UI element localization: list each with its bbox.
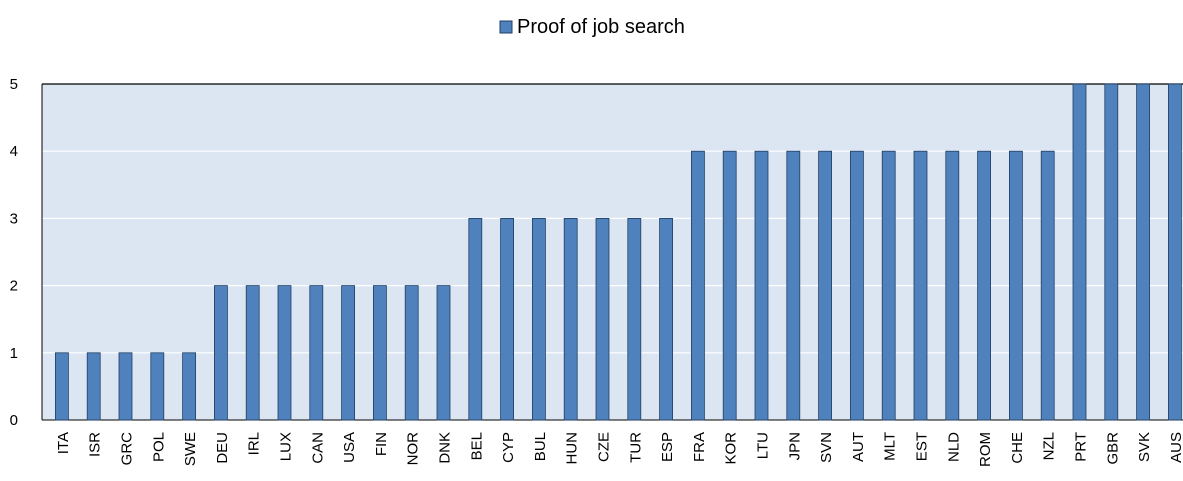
bar [1104, 83, 1119, 421]
bar [245, 285, 260, 421]
x-tick-label: KOR [723, 432, 740, 465]
bar [945, 150, 960, 421]
bar [1168, 83, 1182, 421]
bar [277, 285, 292, 421]
bar [86, 352, 101, 421]
y-tick-label: 3 [10, 210, 18, 227]
bar [213, 285, 228, 421]
bar [563, 217, 578, 421]
plot-area [42, 84, 1183, 420]
x-tick-label: CHE [1009, 432, 1026, 464]
x-tick-label: SVN [818, 432, 835, 463]
legend-label: Proof of job search [517, 16, 685, 38]
bar [691, 150, 705, 421]
bar [1072, 83, 1087, 421]
x-tick-label: GRC [119, 432, 136, 466]
x-tick-label: CAN [309, 432, 326, 464]
bar [309, 285, 324, 421]
bar [1009, 150, 1023, 421]
bar [55, 352, 69, 421]
x-tick-label: CYP [500, 432, 517, 463]
x-tick-label: SVK [1136, 432, 1153, 462]
bar [532, 217, 546, 421]
bar [500, 217, 515, 421]
x-tick-label: DNK [437, 432, 454, 464]
x-tick-label: NOR [405, 432, 422, 466]
y-tick-label: 2 [10, 278, 18, 295]
y-tick-label: 5 [10, 76, 18, 93]
bar [627, 217, 642, 421]
x-tick-label: TUR [627, 432, 644, 463]
x-tick-label: USA [341, 432, 358, 463]
x-tick-label: PRT [1073, 432, 1090, 462]
x-tick-label: HUN [564, 432, 581, 465]
x-tick-label: AUT [850, 432, 867, 462]
bar [182, 352, 197, 421]
bar [754, 150, 769, 421]
x-tick-label: NZL [1041, 432, 1058, 460]
bar [468, 217, 483, 421]
x-tick-label: IRL [246, 432, 263, 455]
x-tick-label: DEU [214, 432, 231, 464]
bar [818, 150, 832, 421]
x-tick-label: LTU [755, 432, 772, 459]
x-tick-label: ESP [659, 432, 676, 462]
x-tick-label: BUL [532, 432, 549, 461]
bar [372, 285, 387, 421]
bar [1136, 83, 1150, 421]
bar [913, 150, 928, 421]
bar [786, 150, 801, 421]
y-tick-label: 1 [10, 345, 18, 362]
y-tick-label: 0 [10, 412, 18, 429]
x-tick-label: JPN [786, 432, 803, 460]
bar [881, 150, 896, 421]
legend-swatch [499, 20, 513, 34]
bar [850, 150, 864, 421]
x-tick-label: NLD [945, 432, 962, 462]
x-tick-label: EST [914, 432, 931, 461]
bar [118, 352, 133, 421]
x-tick-label: FIN [373, 432, 390, 456]
y-tick-label: 4 [10, 143, 18, 160]
x-tick-label: MLT [882, 432, 899, 461]
x-tick-label: LUX [278, 432, 295, 461]
x-tick-label: BEL [468, 432, 485, 460]
bar [977, 150, 991, 421]
x-tick-label: ISR [87, 432, 104, 457]
x-tick-label: GBR [1104, 432, 1121, 465]
x-tick-label: ITA [55, 432, 72, 454]
bar [722, 150, 737, 421]
x-tick-label: AUS [1168, 432, 1183, 463]
x-tick-label: POL [150, 432, 167, 462]
bar [341, 285, 356, 421]
bar [436, 285, 451, 421]
bar [150, 352, 165, 421]
x-tick-label: FRA [691, 432, 708, 462]
bar [1040, 150, 1055, 421]
bar [659, 217, 673, 421]
bar [595, 217, 610, 421]
x-tick-label: SWE [182, 432, 199, 466]
bar [404, 285, 419, 421]
x-tick-label: CZE [596, 432, 613, 462]
x-tick-label: ROM [977, 432, 994, 467]
